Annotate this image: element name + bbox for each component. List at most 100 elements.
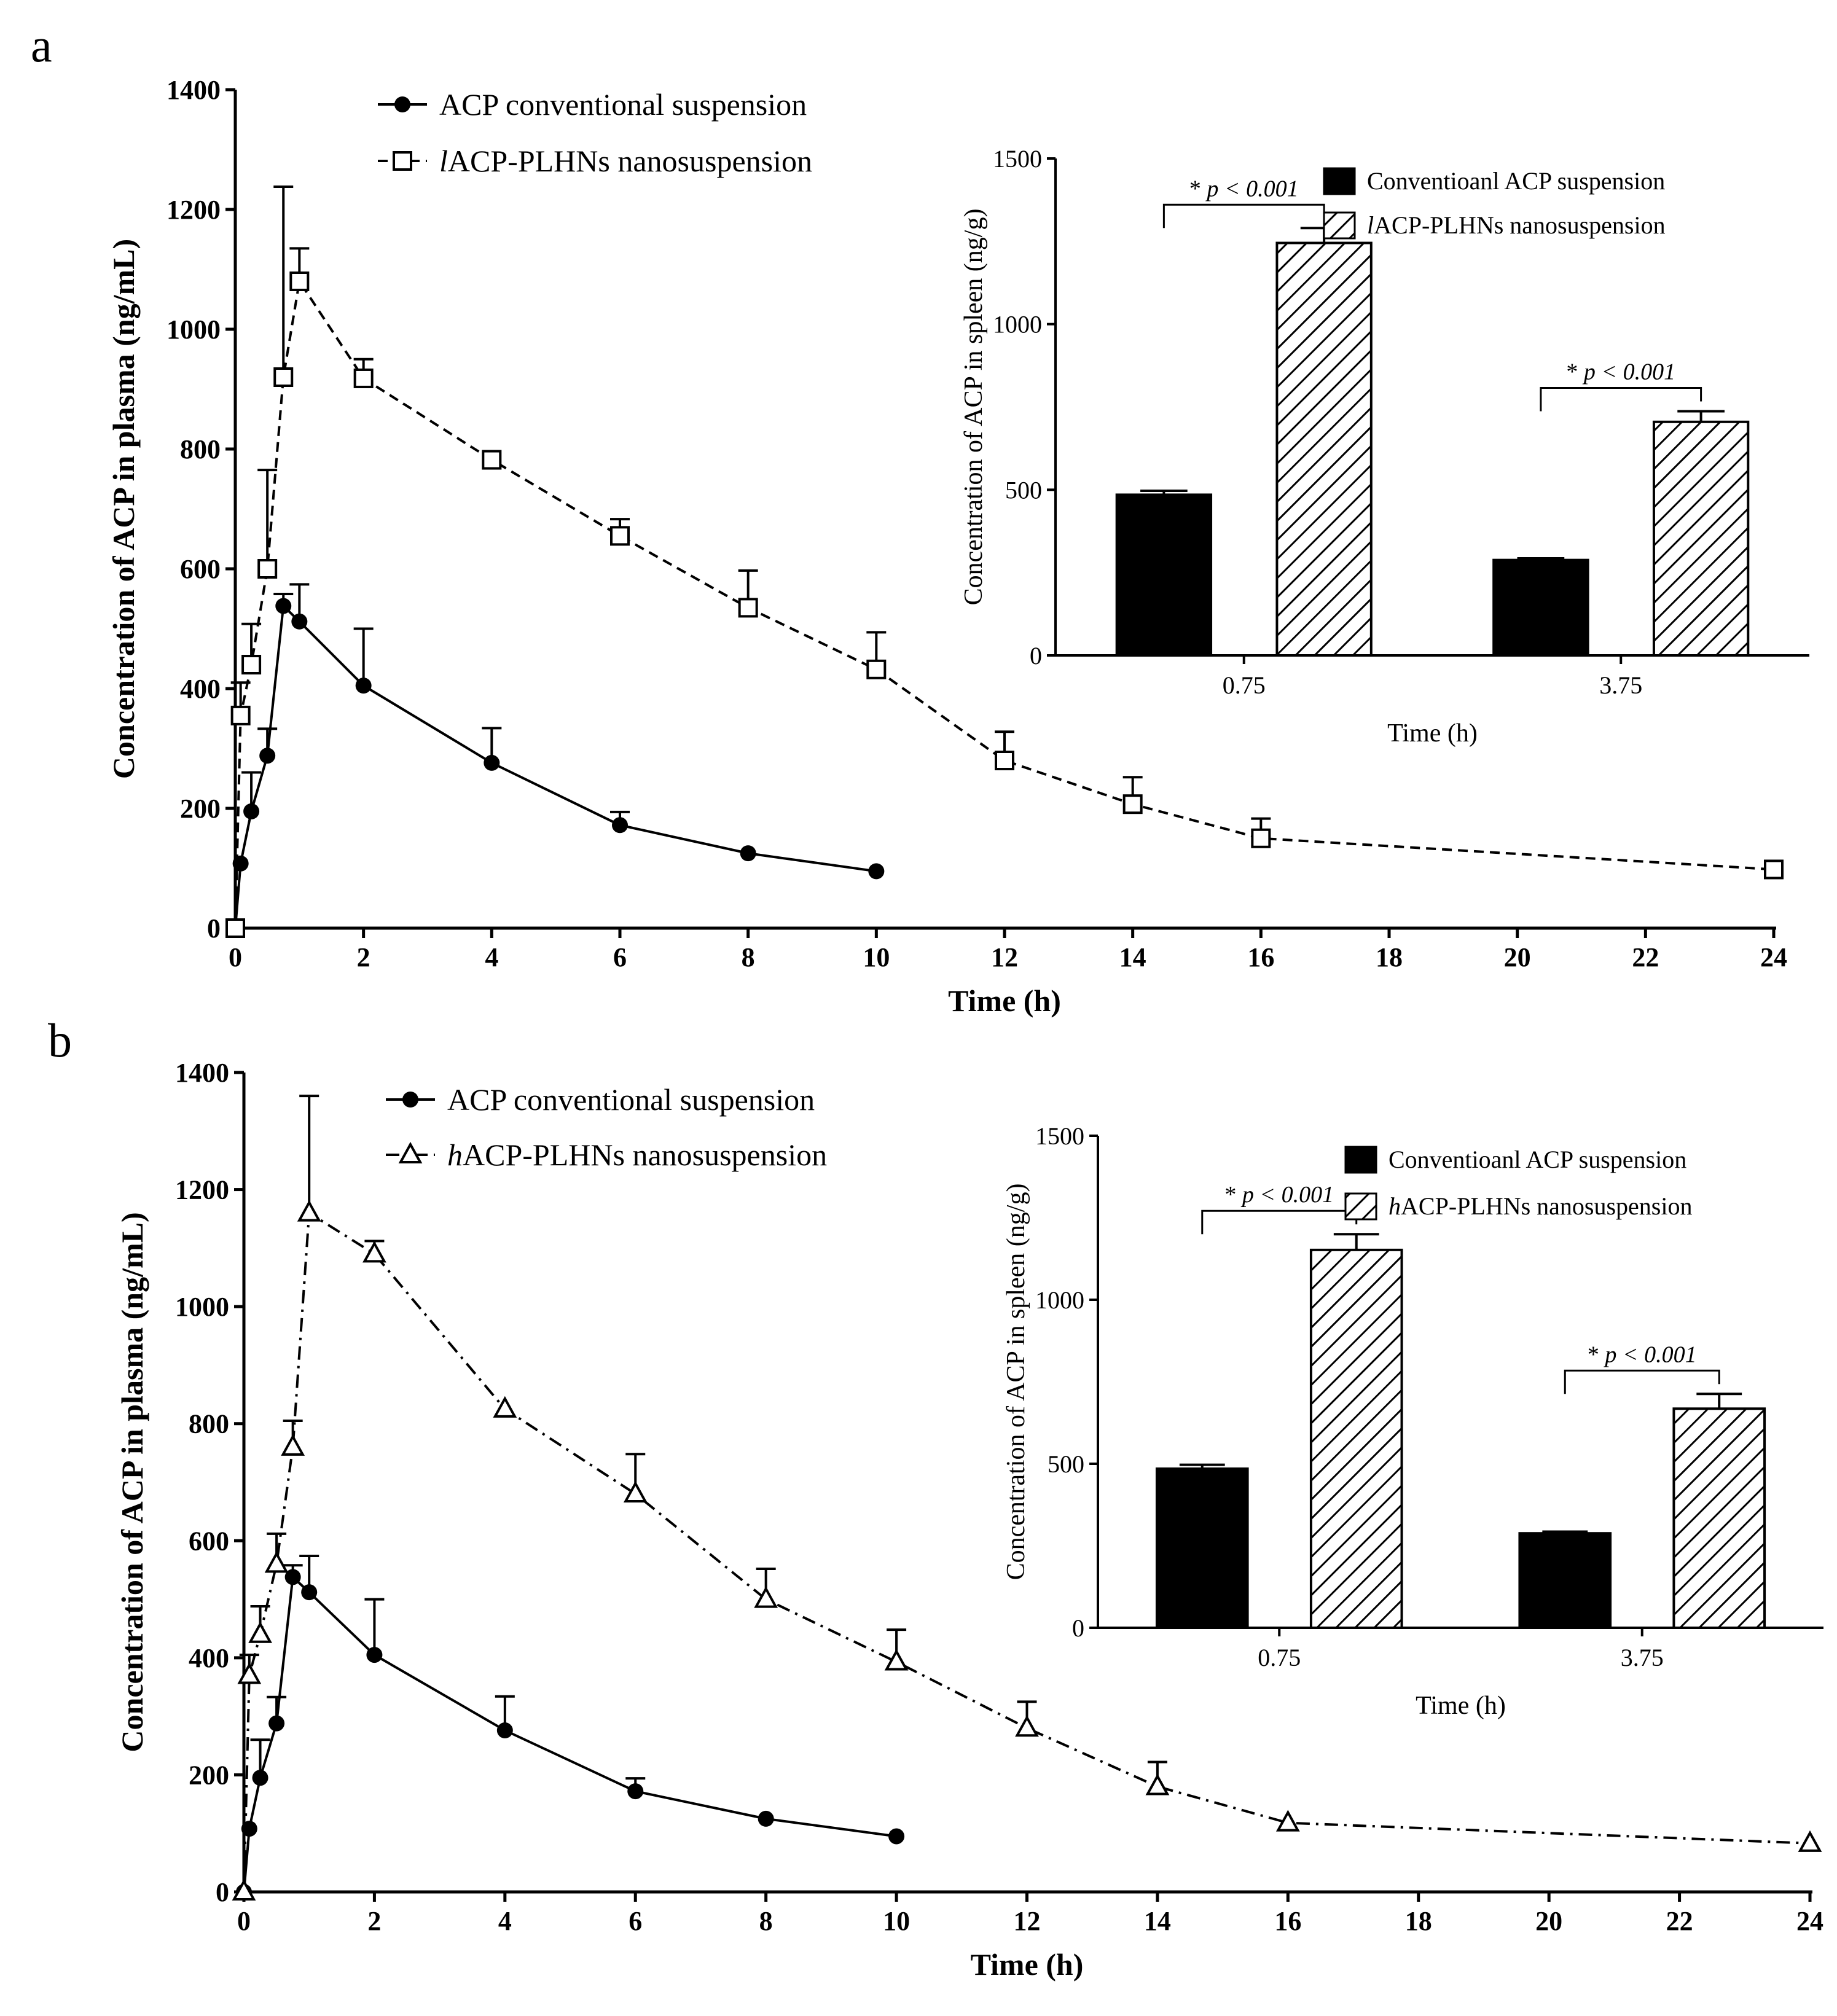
data-point <box>1122 794 1143 815</box>
significance-star: * <box>1566 359 1578 385</box>
bar <box>1652 420 1750 657</box>
data-point <box>281 1434 305 1456</box>
y-tick-label: 600 <box>189 1526 229 1556</box>
bar <box>1275 241 1373 657</box>
inset-legend-label: hACP-PLHNs nanosuspension <box>1389 1192 1692 1220</box>
x-tick-label: 22 <box>1666 1906 1693 1936</box>
significance-label: * p < 0.001 <box>1588 1342 1697 1367</box>
data-point <box>301 1584 318 1601</box>
data-point <box>257 559 278 579</box>
y-tick-label: 400 <box>180 674 221 704</box>
data-point <box>284 1569 301 1585</box>
x-axis-title: Time (h) <box>948 983 1061 1018</box>
legend-marker <box>398 1141 423 1163</box>
y-tick-label: 800 <box>189 1409 229 1439</box>
inset-y-tick-label: 1500 <box>993 145 1042 173</box>
y-tick-label: 400 <box>189 1643 229 1673</box>
data-point <box>232 855 249 872</box>
data-point <box>866 659 887 679</box>
data-point <box>1145 1773 1170 1795</box>
inset-y-tick-label: 0 <box>1072 1614 1084 1642</box>
legend-marker <box>394 96 410 112</box>
x-tick-label: 24 <box>1760 942 1787 972</box>
series-2 <box>225 185 1784 938</box>
y-axis-title: Concentration of ACP in plasma (ng/mL) <box>115 1212 149 1752</box>
y-tick-label: 0 <box>216 1877 229 1907</box>
inset-x-tick-label: 0.75 <box>1258 1644 1301 1671</box>
bar <box>1518 1532 1612 1630</box>
legend-label-italic-prefix: l <box>1367 211 1374 239</box>
x-tick-label: 6 <box>629 1906 642 1936</box>
inset-x-tick-label: 3.75 <box>1621 1644 1664 1671</box>
data-point <box>868 863 885 880</box>
significance-text: p < 0.001 <box>1599 1342 1697 1367</box>
inset-y-axis-title: Concentration of ACP in spleen (ng/g) <box>960 209 988 606</box>
significance-text: p < 0.001 <box>1236 1182 1334 1208</box>
y-tick-label: 0 <box>207 913 221 944</box>
x-tick-label: 18 <box>1376 942 1403 972</box>
inset-x-tick-label: 3.75 <box>1599 671 1642 699</box>
inset-y-tick-label: 1000 <box>1035 1286 1084 1314</box>
legend-label-italic-prefix: h <box>447 1138 463 1172</box>
significance-star: * <box>1224 1182 1236 1208</box>
significance-text: p < 0.001 <box>1578 359 1675 385</box>
data-point <box>243 803 260 819</box>
inset-legend-swatch <box>1344 1192 1377 1221</box>
data-point <box>297 1200 321 1222</box>
bar <box>1309 1248 1403 1630</box>
series-1 <box>227 583 885 936</box>
data-point <box>289 272 310 291</box>
significance-bracket <box>1162 203 1325 229</box>
y-tick-label: 1200 <box>175 1175 229 1205</box>
inset-legend-swatch <box>1323 211 1356 240</box>
legend-label-italic-prefix: h <box>1389 1192 1401 1220</box>
y-tick-label: 600 <box>180 554 221 584</box>
legend-marker <box>393 151 412 171</box>
inset-y-tick-label: 500 <box>1005 476 1042 504</box>
y-tick-label: 1200 <box>166 195 221 225</box>
inset-y-tick-label: 1500 <box>1035 1122 1084 1150</box>
y-tick-label: 1000 <box>166 315 221 345</box>
data-point <box>484 754 500 771</box>
y-tick-label: 200 <box>180 794 221 824</box>
x-tick-label: 12 <box>991 942 1018 972</box>
data-point <box>355 678 372 694</box>
data-point <box>610 526 630 546</box>
data-point <box>232 1878 256 1901</box>
data-point <box>353 368 374 388</box>
data-point <box>237 1662 262 1684</box>
inset-legend-label: Conventioanl ACP suspension <box>1389 1146 1686 1173</box>
data-point <box>1764 859 1784 880</box>
inset-legend-swatch <box>1323 167 1356 195</box>
x-tick-label: 24 <box>1796 1906 1823 1936</box>
bar <box>1115 493 1213 657</box>
inset-bar-chart: 0 500 1000 1500 0.75 * p < 0.001 3.75 * p < 0.0… <box>1002 1122 1823 1720</box>
legend-label-rest: ACP-PLHNs nanosuspension <box>463 1138 827 1172</box>
x-tick-label: 10 <box>883 1906 910 1936</box>
data-point <box>291 613 308 630</box>
inset-y-tick-label: 0 <box>1030 642 1042 670</box>
series-line <box>243 1574 897 1893</box>
legend-label-rest: ACP-PLHNs nanosuspension <box>448 144 812 178</box>
y-tick-label: 1000 <box>175 1292 229 1322</box>
data-point <box>362 1241 386 1263</box>
x-tick-label: 10 <box>863 942 890 972</box>
data-point <box>366 1647 383 1663</box>
y-tick-label: 200 <box>189 1760 229 1790</box>
x-tick-label: 16 <box>1247 942 1274 972</box>
data-point <box>496 1722 513 1739</box>
y-axis-title: Concentration of ACP in plasma (ng/mL) <box>106 239 141 779</box>
significance-bracket <box>1201 1209 1358 1235</box>
data-point <box>225 918 245 938</box>
x-tick-label: 12 <box>1014 1906 1041 1936</box>
data-point <box>612 817 628 834</box>
data-point <box>738 598 758 618</box>
x-tick-label: 16 <box>1274 1906 1301 1936</box>
x-tick-label: 6 <box>613 942 627 972</box>
data-point <box>264 1551 289 1573</box>
x-tick-label: 0 <box>237 1906 251 1936</box>
data-point <box>259 748 276 764</box>
x-axis-title: Time (h) <box>971 1947 1084 1982</box>
